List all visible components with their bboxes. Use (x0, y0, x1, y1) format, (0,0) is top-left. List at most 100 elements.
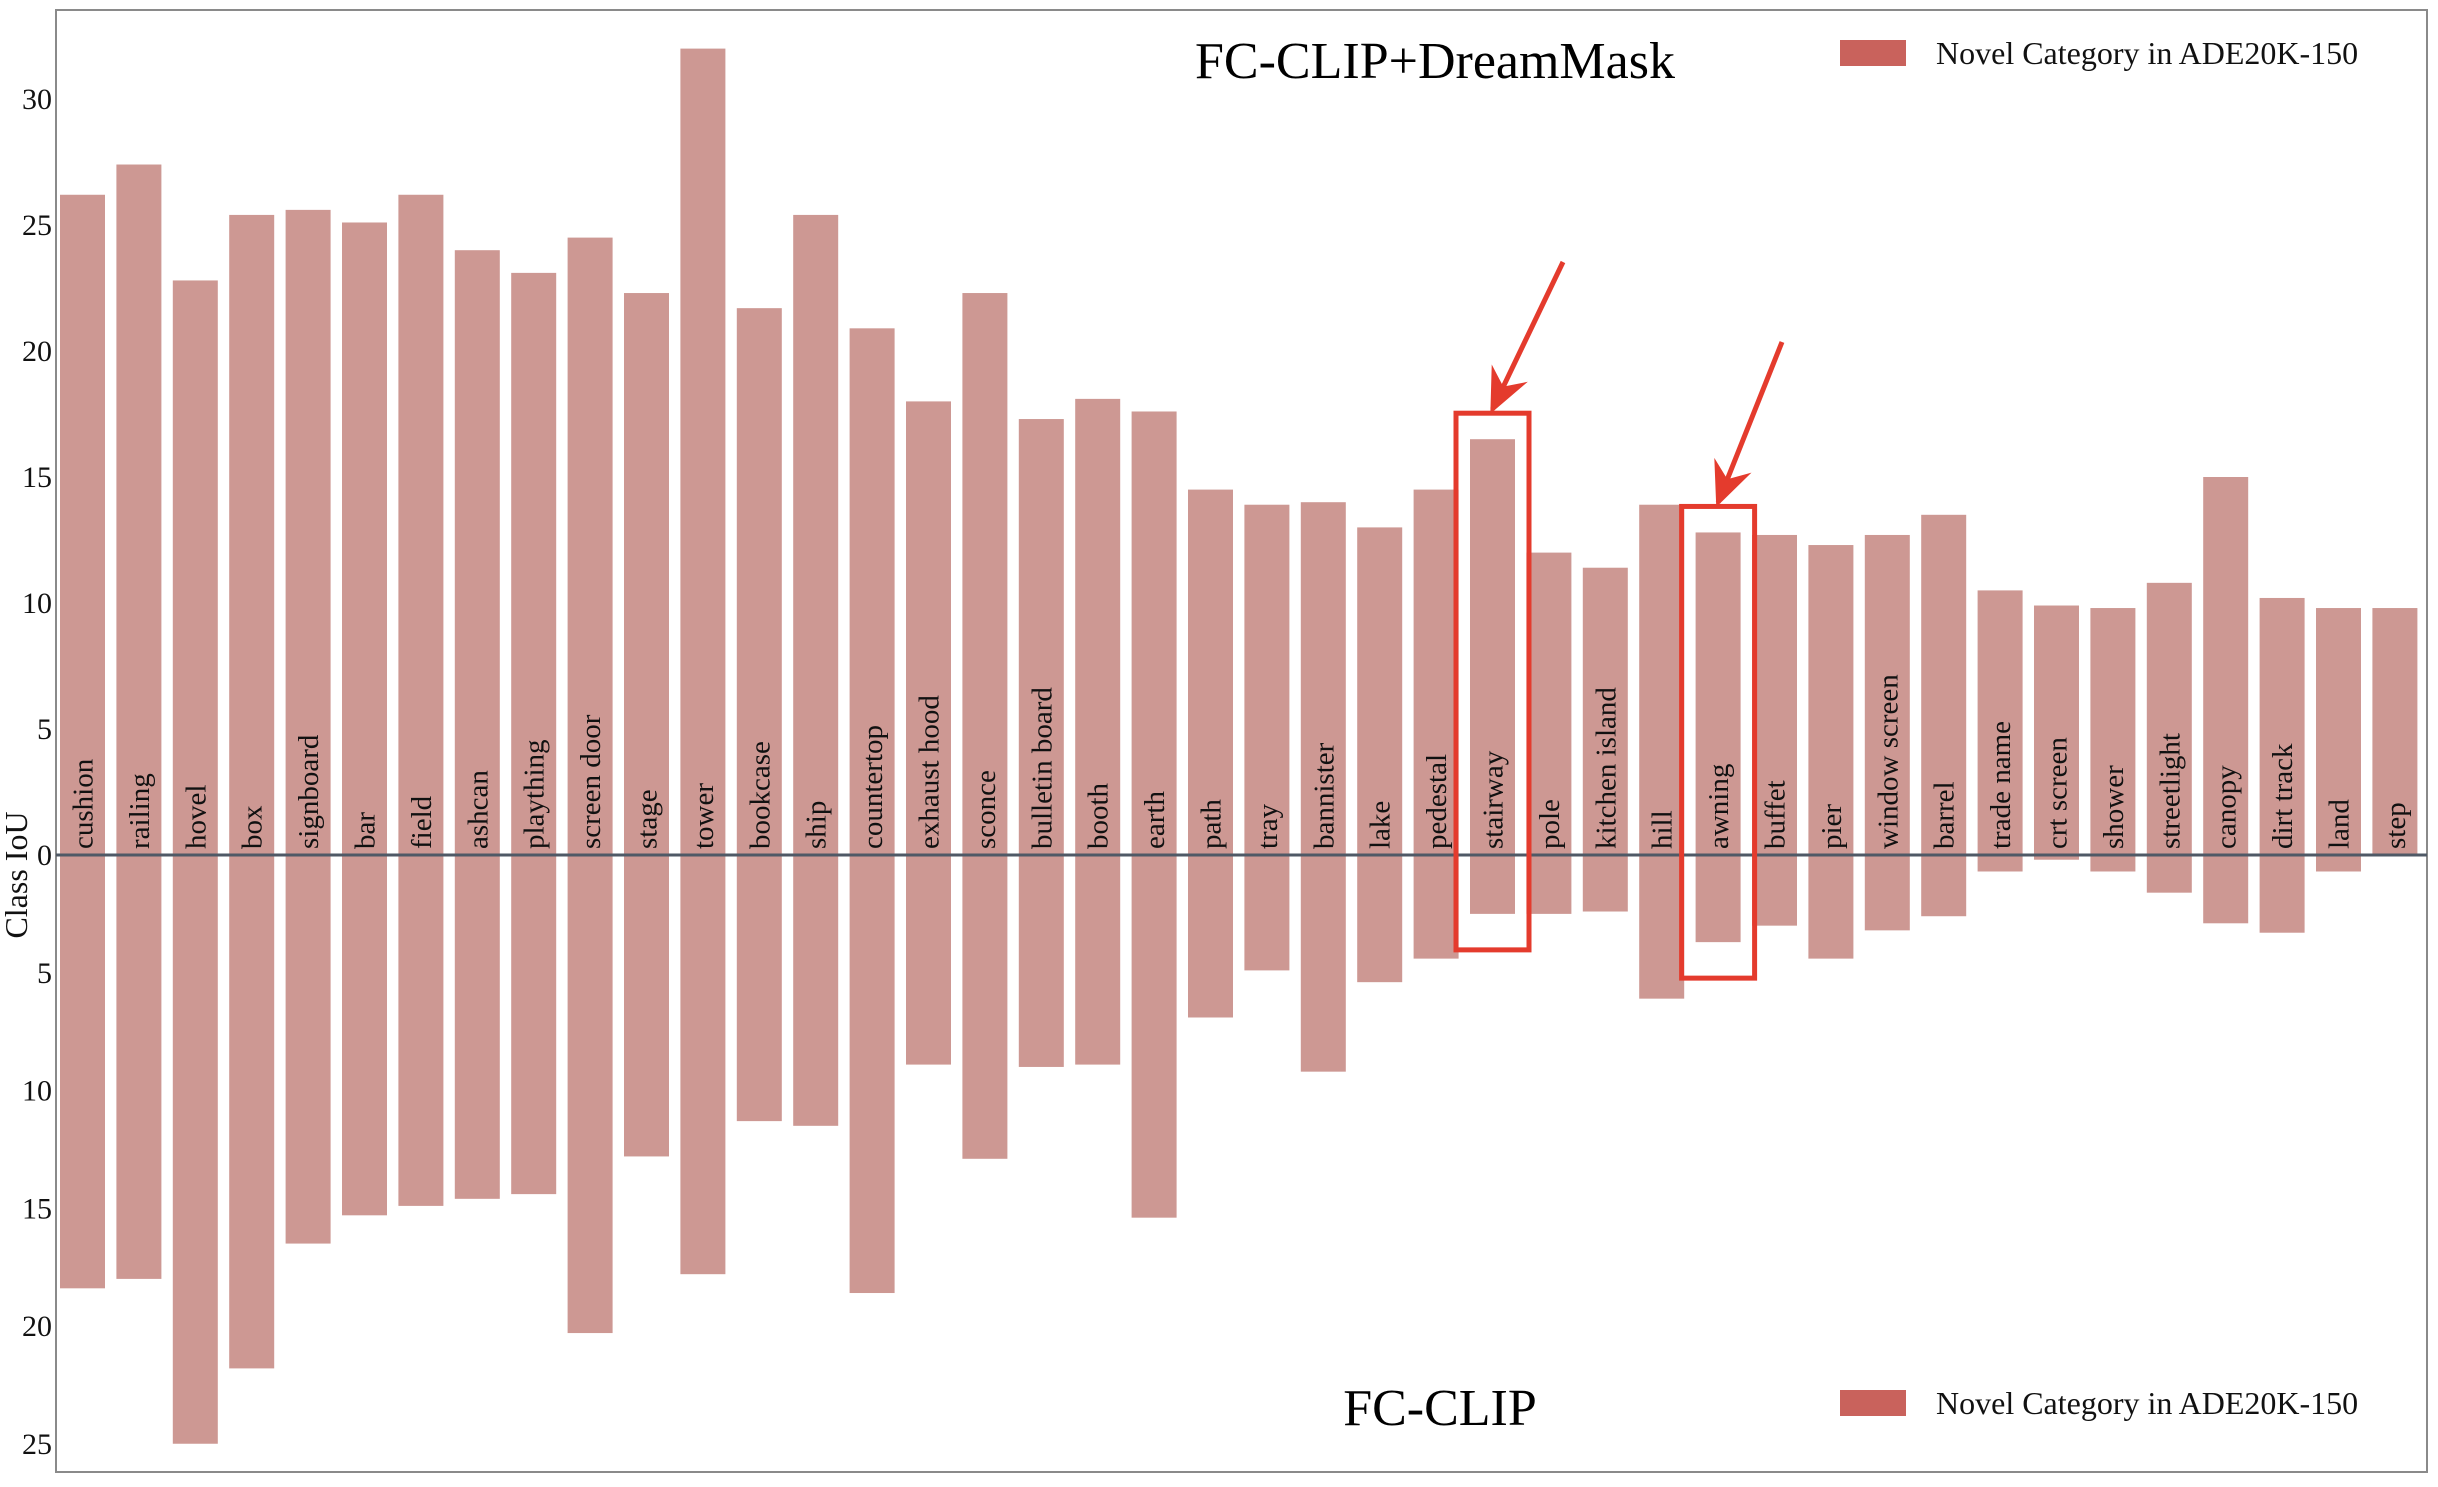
bar-top-box (229, 214, 275, 856)
bar-bottom-box (229, 855, 275, 1369)
bar-bottom-countertop (849, 855, 895, 1294)
y-tick-label-bottom: 10 (22, 1075, 52, 1108)
category-label: hill (1647, 810, 1679, 849)
bar-top-barrel (1921, 514, 1967, 855)
y-tick-label-top: 30 (22, 83, 52, 116)
bar-top-sconce (962, 293, 1008, 855)
legend-label-bottom: Novel Category in ADE20K-150 (1936, 1385, 2358, 1421)
bar-top-bar (342, 222, 387, 856)
category-label: sconce (970, 770, 1002, 849)
bar-bottom-earth (1131, 855, 1177, 1218)
y-tick-label-top: 10 (22, 587, 52, 620)
y-tick-label-top: 25 (22, 209, 52, 242)
category-label: step (2380, 802, 2412, 849)
category-label: railing (124, 773, 156, 849)
bar-bottom-shower (2090, 855, 2136, 872)
bar-bottom-tower (680, 855, 726, 1275)
bar-top-crt-screen (2034, 605, 2079, 855)
bar-bottom-barrel (1921, 855, 1967, 917)
bar-bottom-cushion (60, 855, 105, 1289)
bar-bottom-streetlight (2146, 855, 2192, 893)
highlight-arrow-awning (1714, 341, 1785, 508)
bar-bottom-stage (624, 855, 669, 1157)
category-label: buffet (1760, 780, 1792, 849)
category-label: tray (1252, 803, 1284, 849)
category-label: bulletin board (1026, 687, 1058, 849)
y-tick-label-top: 5 (37, 713, 52, 746)
category-label: hovel (180, 785, 212, 849)
bar-top-bulletin-board (1018, 419, 1064, 855)
bar-top-railing (116, 164, 162, 855)
category-label: crt screen (2042, 737, 2074, 849)
bar-top-tray (1244, 504, 1290, 855)
bar-top-tower (680, 48, 726, 856)
bar-bottom-ashcan (454, 855, 500, 1199)
y-tick-label-bottom: 20 (22, 1310, 52, 1343)
bar-top-bannister (1300, 502, 1346, 855)
bar-bottom-dirt-track (2259, 855, 2305, 933)
bar-bottom-stairway (1470, 855, 1515, 914)
category-label: bar (350, 812, 382, 849)
category-label: booth (1083, 782, 1115, 849)
bar-bottom-path (1188, 855, 1233, 1018)
bar-bottom-lake (1357, 855, 1403, 983)
bar-bottom-sconce (962, 855, 1008, 1159)
category-label: canopy (2211, 765, 2243, 849)
category-label: barrel (1929, 781, 1961, 849)
bar-top-window-screen (1864, 534, 1910, 855)
bar-top-cushion (60, 194, 105, 855)
category-label: pole (1534, 799, 1566, 849)
bar-bottom-plaything (511, 855, 557, 1195)
bar-bottom-crt-screen (2034, 855, 2079, 860)
bar-top-earth (1131, 411, 1177, 855)
bar-bottom-bookcase (736, 855, 782, 1122)
category-label: trade name (1985, 721, 2017, 849)
bar-bottom-buffet (1752, 855, 1797, 926)
category-labels-layer: cushion railing hovel box signboard bar field a… (68, 674, 2412, 849)
category-label: earth (1139, 791, 1171, 849)
bar-bottom-bar (342, 855, 387, 1216)
bar-top-dirt-track (2259, 597, 2305, 855)
bar-bottom-hovel (172, 855, 218, 1444)
plot-frame (55, 9, 2428, 1473)
category-label: shower (2098, 765, 2130, 849)
y-tick-label-top: 20 (22, 335, 52, 368)
bar-bottom-ship (793, 855, 839, 1126)
y-tick-label-bottom: 5 (37, 957, 52, 990)
bar-top-trade-name (1977, 590, 2023, 855)
category-label: box (237, 805, 269, 849)
bar-top-bookcase (736, 308, 782, 855)
bar-top-land (2316, 608, 2361, 855)
bar-bottom-tray (1244, 855, 1290, 971)
bar-bottom-window-screen (1864, 855, 1910, 931)
legend-swatch-bottom (1840, 1390, 1906, 1416)
category-label: screen door (575, 714, 607, 849)
bar-bottom-trade-name (1977, 855, 2023, 872)
axes-layer: 0 5 10 15 20 25 30 5 10 15 20 25 Class IoU (0, 9, 2428, 1473)
legend-swatch-top (1840, 40, 1906, 66)
category-label: bannister (1308, 742, 1340, 849)
category-label: cushion (68, 758, 100, 849)
bar-bottom-signboard (285, 855, 331, 1244)
bar-top-stage (624, 293, 669, 855)
category-label: plaything (519, 739, 551, 849)
category-label: countertop (857, 725, 889, 849)
chart-title-top: FC-CLIP+DreamMask (1195, 33, 1675, 90)
bar-bottom-booth (1075, 855, 1121, 1065)
category-label: bookcase (744, 741, 776, 849)
bar-top-streetlight (2146, 582, 2192, 855)
bar-bottom-awning (1695, 855, 1741, 943)
bar-top-signboard (285, 209, 331, 855)
chart-title-bottom: FC-CLIP (1343, 1380, 1537, 1437)
bar-top-pole (1526, 552, 1572, 855)
category-label: dirt track (2267, 743, 2299, 849)
category-label: tower (688, 783, 720, 849)
bar-bottom-land (2316, 855, 2361, 872)
category-label: path (1196, 799, 1228, 849)
bar-top-canopy (2203, 477, 2249, 855)
y-tick-label-bottom: 25 (22, 1428, 52, 1461)
bar-top-ship (793, 214, 839, 856)
bar-top-stairway (1470, 439, 1515, 855)
bar-top-countertop (849, 328, 895, 855)
